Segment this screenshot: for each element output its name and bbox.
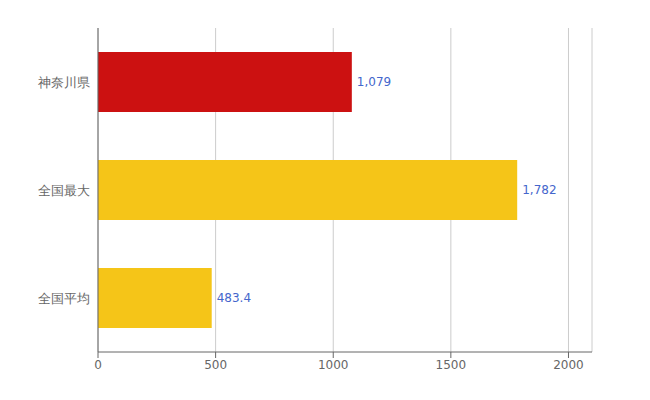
svg-text:神奈川県: 神奈川県 bbox=[38, 75, 90, 90]
svg-text:1000: 1000 bbox=[318, 358, 349, 372]
svg-text:1500: 1500 bbox=[436, 358, 467, 372]
svg-text:全国最大: 全国最大 bbox=[38, 183, 90, 198]
svg-text:1,079: 1,079 bbox=[357, 75, 391, 89]
svg-text:483.4: 483.4 bbox=[217, 291, 251, 305]
svg-text:0: 0 bbox=[94, 358, 102, 372]
svg-text:1,782: 1,782 bbox=[522, 183, 556, 197]
svg-text:2000: 2000 bbox=[553, 358, 584, 372]
svg-text:500: 500 bbox=[204, 358, 227, 372]
svg-text:全国平均: 全国平均 bbox=[38, 291, 90, 306]
